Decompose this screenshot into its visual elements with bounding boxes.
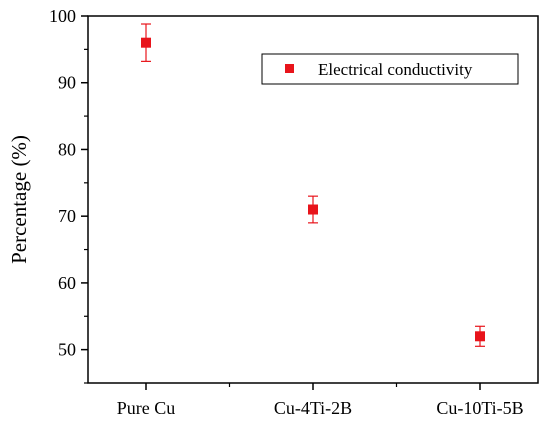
- y-tick-label: 50: [58, 340, 76, 360]
- x-axis: Pure Cu Cu-4Ti-2B Cu-10Ti-5B: [117, 383, 524, 418]
- y-axis-title: Percentage (%): [7, 135, 31, 264]
- x-tick-label: Pure Cu: [117, 398, 176, 418]
- data-point: [141, 37, 151, 48]
- data-point: [475, 331, 485, 342]
- data-point: [308, 204, 318, 215]
- y-tick-label: 100: [49, 6, 76, 26]
- y-tick-label: 90: [58, 73, 76, 93]
- legend-marker: [285, 64, 294, 73]
- legend-box: [261, 53, 519, 85]
- y-tick-label: 70: [58, 206, 76, 226]
- x-tick-label: Cu-4Ti-2B: [274, 398, 352, 418]
- legend: Electrical conductivity: [261, 53, 519, 85]
- y-tick-label: 80: [58, 139, 76, 159]
- data-marks: [141, 23, 485, 347]
- y-tick-label: 60: [58, 273, 76, 293]
- x-tick-label: Cu-10Ti-5B: [436, 398, 523, 418]
- y-axis: 50 60 70 80 90 100: [49, 6, 88, 384]
- legend-label: Electrical conductivity: [318, 60, 473, 79]
